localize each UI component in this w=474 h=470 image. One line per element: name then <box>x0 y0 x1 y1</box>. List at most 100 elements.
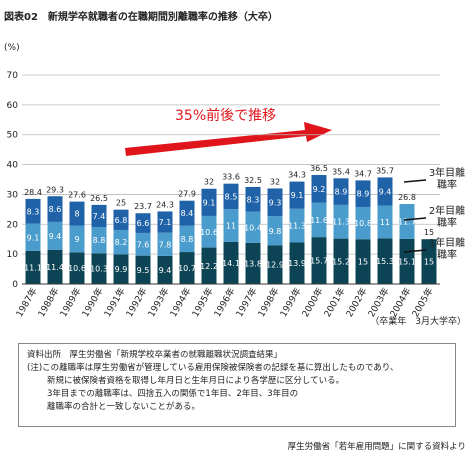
x-tick-label: 2000年 <box>299 286 325 320</box>
bar-segment <box>245 211 261 243</box>
legend-pointer <box>403 179 427 183</box>
bar-segment <box>333 178 349 205</box>
x-note: （卒業年 3月大学卒） <box>370 315 466 327</box>
total-label: 15 <box>424 228 434 237</box>
bar-segment <box>377 177 393 206</box>
value-label: 15.7 <box>310 257 328 266</box>
value-label: 8.9 <box>357 190 370 199</box>
bar-segment <box>289 181 305 209</box>
value-label: 9.8 <box>269 227 282 236</box>
value-label: 7.1 <box>159 218 172 227</box>
total-label: 29.3 <box>46 186 64 195</box>
total-label: 34.7 <box>354 169 372 178</box>
value-label: 8.8 <box>93 236 106 245</box>
total-label: 28.4 <box>24 188 42 197</box>
value-label: 10.7 <box>178 264 196 273</box>
x-tick-label: 1992年 <box>123 286 149 320</box>
value-label: 15.2 <box>332 257 350 266</box>
value-label: 10.8 <box>354 219 372 228</box>
bar-segment <box>135 232 151 256</box>
bar-segment <box>47 221 63 250</box>
value-label: 11.4 <box>46 263 64 272</box>
bar-segment <box>355 206 371 240</box>
bar-segment <box>223 241 239 284</box>
total-label: 32 <box>270 177 280 186</box>
total-label: 35.7 <box>376 166 394 175</box>
x-tick-label: 1995年 <box>189 286 215 320</box>
bar-segment <box>223 209 239 242</box>
bar-segment <box>113 254 129 284</box>
value-label: 7.4 <box>93 212 106 221</box>
bar-segment <box>377 205 393 239</box>
bar-segment <box>135 255 151 284</box>
x-tick-label: 2004年 <box>387 286 413 320</box>
value-label: 10.6 <box>68 264 86 273</box>
bar-segment <box>201 215 217 248</box>
note-line: (注)この離職率は厚生労働省が管理している雇用保険被保険者の記録を基に算出したも… <box>27 362 447 375</box>
value-label: 8.4 <box>181 209 194 218</box>
legend-label: 1年目離職率 <box>428 238 466 261</box>
bar-segment <box>355 180 371 207</box>
x-tick-label: 1997年 <box>233 286 259 320</box>
bar-segment <box>179 252 195 284</box>
bar-segment <box>201 188 217 216</box>
legend-label: 3年目離職率 <box>428 168 466 191</box>
value-label: 6.6 <box>137 219 150 228</box>
bar-segment <box>245 242 261 284</box>
bar-segment <box>69 201 85 226</box>
total-label: 32 <box>204 177 214 186</box>
bar-segment <box>91 253 107 284</box>
y-tick-label: 10 <box>7 250 19 260</box>
note-line: 新規に被保険者資格を取得し年月日と生年月日により各学歴に区分している。 <box>47 376 345 386</box>
source-label: 資料出所 <box>27 350 62 360</box>
value-label: 12.2 <box>200 262 218 271</box>
x-tick-label: 1990年 <box>79 286 105 320</box>
chart: 図表02 新規学卒就職者の在職期間別離職率の推移（大卒） (%) 35%前後で推… <box>4 10 466 327</box>
y-unit: (%) <box>4 43 20 53</box>
legend-label: 2年目離職率 <box>428 206 466 229</box>
x-tick-label: 1988年 <box>35 286 61 320</box>
x-tick-label: 1996年 <box>211 286 237 320</box>
total-label: 34.3 <box>288 171 306 180</box>
y-tick-label: 40 <box>7 161 19 171</box>
y-tick-label: 20 <box>7 220 19 230</box>
bar-segment <box>311 175 327 203</box>
bar-segment <box>267 245 283 284</box>
value-label: 8 <box>74 210 79 219</box>
value-label: 11.7 <box>398 217 416 226</box>
trend-arrow <box>125 122 332 156</box>
bar-segment <box>135 213 151 233</box>
bar-segment <box>69 225 85 253</box>
value-label: 9.4 <box>159 266 172 275</box>
bar-segment <box>333 238 349 284</box>
total-label: 25 <box>116 198 126 207</box>
value-label: 11 <box>380 218 390 227</box>
total-label: 33.6 <box>222 173 240 182</box>
value-label: 13.9 <box>288 259 306 268</box>
total-label: 27.9 <box>178 190 196 199</box>
bar-segment <box>113 229 129 255</box>
bar-segment <box>267 216 283 246</box>
bar-segment <box>223 183 239 210</box>
y-tick-label: 60 <box>7 101 19 111</box>
bar-segment <box>289 242 305 284</box>
bar-segment <box>245 186 261 212</box>
x-tick-label: 1987年 <box>13 286 39 320</box>
value-label: 15 <box>358 258 368 267</box>
x-tick-label: 1993年 <box>145 286 171 320</box>
x-tick-label: 1994年 <box>167 286 193 320</box>
legend-pointer <box>403 249 427 253</box>
bar-segment <box>399 203 415 239</box>
value-label: 10.6 <box>200 228 218 237</box>
value-label: 9.1 <box>27 233 40 242</box>
bar-segment <box>113 209 129 230</box>
x-tick-label: 2003年 <box>365 286 391 320</box>
value-label: 8.9 <box>335 188 348 197</box>
bar-segment <box>157 211 173 233</box>
y-tick-label: 0 <box>12 280 18 290</box>
value-label: 10.3 <box>90 265 108 274</box>
bar-segment <box>25 223 41 251</box>
value-label: 8.3 <box>27 207 40 216</box>
value-label: 9.4 <box>379 187 392 196</box>
bar-segment <box>311 237 327 284</box>
